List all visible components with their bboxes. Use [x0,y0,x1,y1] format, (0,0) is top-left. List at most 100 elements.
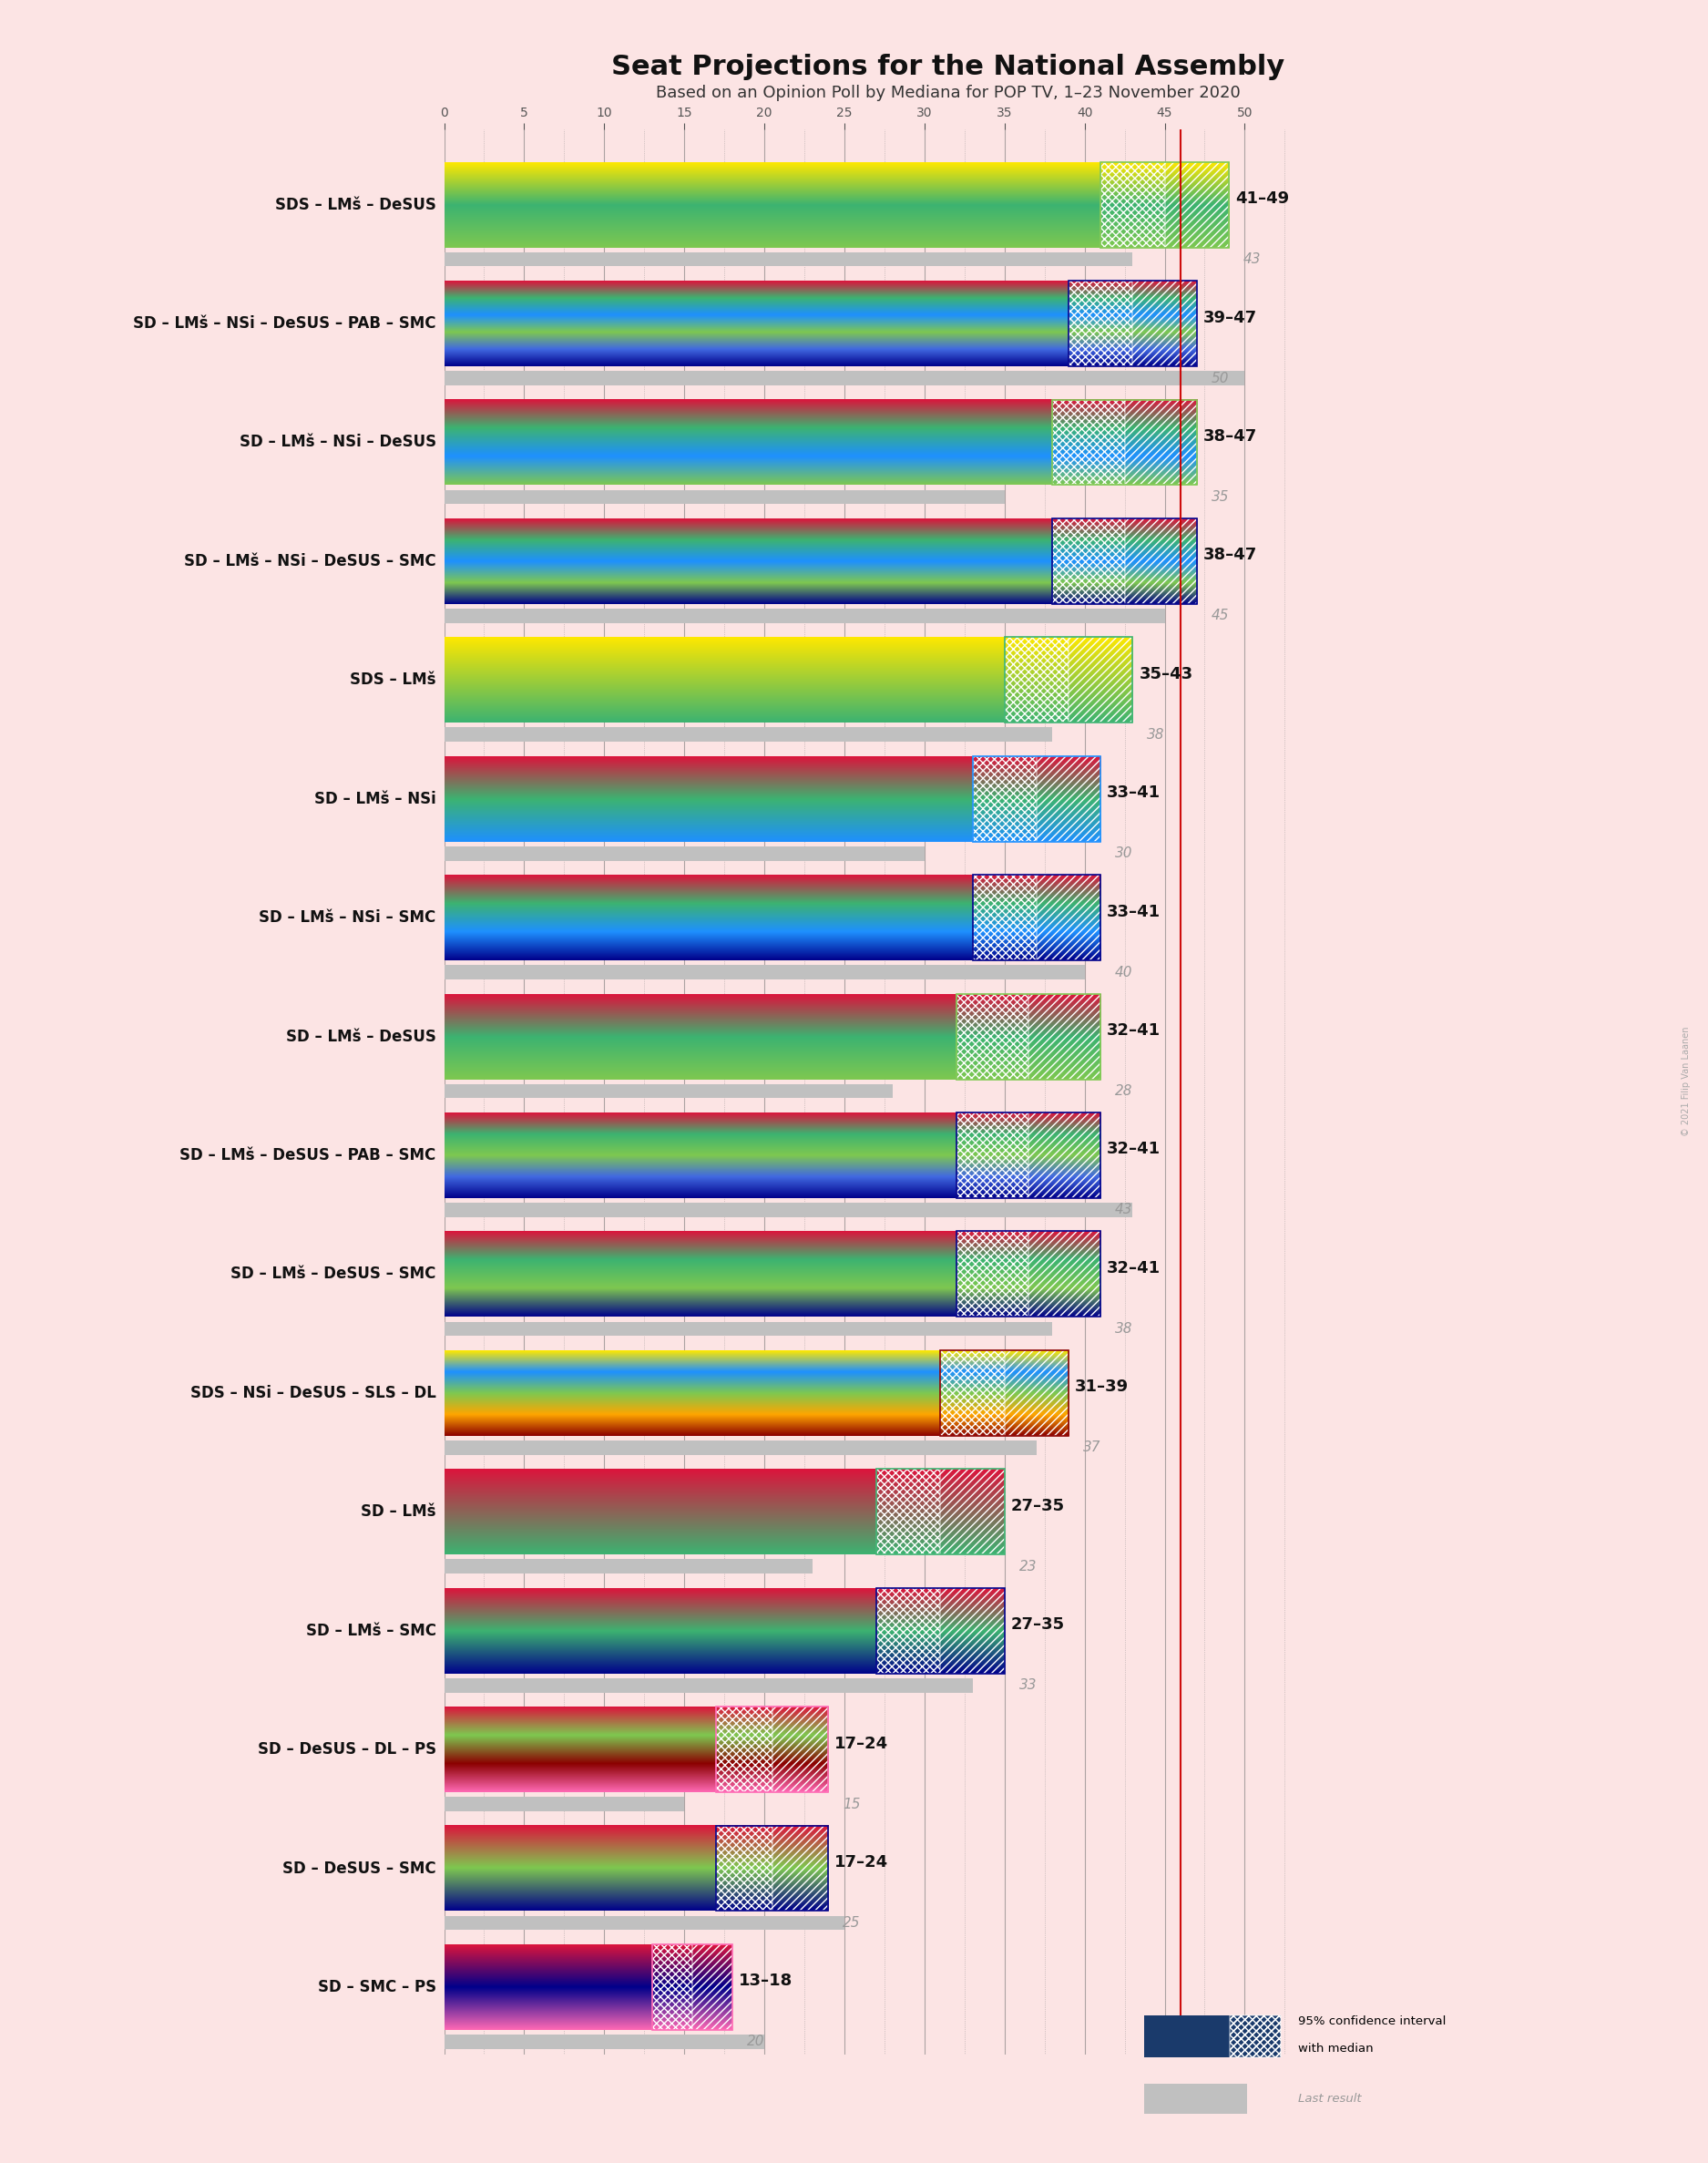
Text: 32–41: 32–41 [1107,1142,1161,1157]
Bar [1004,638,1069,722]
Bar [716,1707,828,1793]
Bar [772,1707,828,1793]
Bar [1004,638,1132,722]
Bar [1004,1350,1069,1436]
Bar [1028,1231,1100,1317]
Text: SD – LMš – NSi – DeSUS – PAB – SMC: SD – LMš – NSi – DeSUS – PAB – SMC [133,316,436,331]
Bar [444,1560,813,1575]
Bar [956,993,1028,1079]
Text: SD – LMš – DeSUS: SD – LMš – DeSUS [285,1027,436,1045]
Text: 37: 37 [1083,1441,1100,1454]
Bar [1100,162,1228,247]
Bar [1069,281,1197,366]
Bar [1230,2016,1281,2057]
Text: SD – LMš – DeSUS – SMC: SD – LMš – DeSUS – SMC [231,1265,436,1283]
Text: 20: 20 [746,2035,765,2048]
Text: SD – SMC – PS: SD – SMC – PS [318,1979,436,1994]
Text: 13–18: 13–18 [738,1973,793,1990]
Text: 39–47: 39–47 [1202,309,1257,327]
Bar [972,874,1037,960]
Bar [444,253,1132,266]
Bar [876,1588,1004,1674]
Bar [444,965,1085,980]
Text: 15: 15 [842,1797,861,1810]
Bar [444,727,1052,742]
Bar [1230,2016,1281,2057]
Bar [956,1231,1028,1317]
Bar [444,608,1165,623]
Bar [1124,400,1197,485]
Text: with median: with median [1298,2042,1373,2055]
Bar [956,1112,1100,1198]
Text: 33–41: 33–41 [1107,785,1161,800]
Bar [1052,519,1124,603]
Bar [1100,162,1165,247]
Text: 41–49: 41–49 [1235,190,1290,208]
Bar [941,1588,1004,1674]
Bar [956,1112,1028,1198]
Text: 31–39: 31–39 [1074,1378,1129,1395]
Text: SDS – NSi – DeSUS – SLS – DL: SDS – NSi – DeSUS – SLS – DL [190,1384,436,1402]
Text: 33–41: 33–41 [1107,904,1161,919]
Text: SD – DeSUS – SMC: SD – DeSUS – SMC [282,1860,436,1877]
Text: 25: 25 [842,1916,861,1929]
Bar [692,1945,733,2029]
Text: 35–43: 35–43 [1139,666,1192,681]
Bar [716,1826,828,1912]
Bar [972,874,1100,960]
Text: SD – LMš – NSi – DeSUS – SMC: SD – LMš – NSi – DeSUS – SMC [184,554,436,569]
Text: 17–24: 17–24 [835,1735,888,1752]
Bar [444,1797,685,1810]
Text: SD – DeSUS – DL – PS: SD – DeSUS – DL – PS [258,1741,436,1759]
Bar [956,993,1100,1079]
Bar [444,1203,1132,1218]
Text: 43: 43 [1243,253,1261,266]
Bar [1052,519,1197,603]
Text: 50: 50 [1211,372,1228,385]
Text: SDS – LMš: SDS – LMš [350,673,436,688]
Bar [444,489,1004,504]
Bar [1069,281,1132,366]
Text: 33: 33 [1020,1678,1037,1691]
Bar [444,372,1245,385]
Text: 45: 45 [1211,610,1228,623]
Bar [1144,2016,1230,2057]
Text: SD – LMš – SMC: SD – LMš – SMC [306,1622,436,1640]
Text: 30: 30 [1115,846,1132,861]
Bar [1124,519,1197,603]
Bar [876,1588,941,1674]
Bar [1052,400,1124,485]
Bar [972,757,1037,841]
Bar [1037,757,1100,841]
Bar [1052,400,1197,485]
Bar [941,1350,1069,1436]
Bar [444,1441,1037,1456]
Text: 28: 28 [1115,1084,1132,1099]
Text: 27–35: 27–35 [1011,1616,1064,1633]
Bar [444,846,924,861]
Bar [972,757,1100,841]
Text: SD – LMš – NSi – SMC: SD – LMš – NSi – SMC [260,908,436,926]
Bar [956,1231,1100,1317]
Bar [652,1945,692,2029]
Bar [1028,993,1100,1079]
Bar [1028,1112,1100,1198]
Text: 17–24: 17–24 [835,1854,888,1871]
Bar [444,1322,1052,1337]
Bar [876,1469,1004,1555]
Bar [652,1945,733,2029]
Bar [1144,2085,1247,2113]
Bar [941,1469,1004,1555]
Bar [444,1678,972,1691]
Text: SD – LMš: SD – LMš [360,1503,436,1521]
Text: 38: 38 [1115,1322,1132,1335]
Bar [1069,638,1132,722]
Text: 38: 38 [1148,727,1165,742]
Bar [444,1916,844,1929]
Text: Last result: Last result [1298,2094,1361,2105]
Text: Based on an Opinion Poll by Mediana for POP TV, 1–23 November 2020: Based on an Opinion Poll by Mediana for … [656,84,1240,102]
Text: 95% confidence interval: 95% confidence interval [1298,2016,1447,2027]
Bar [444,2035,765,2048]
Text: 43: 43 [1115,1203,1132,1218]
Text: 35: 35 [1211,491,1228,504]
